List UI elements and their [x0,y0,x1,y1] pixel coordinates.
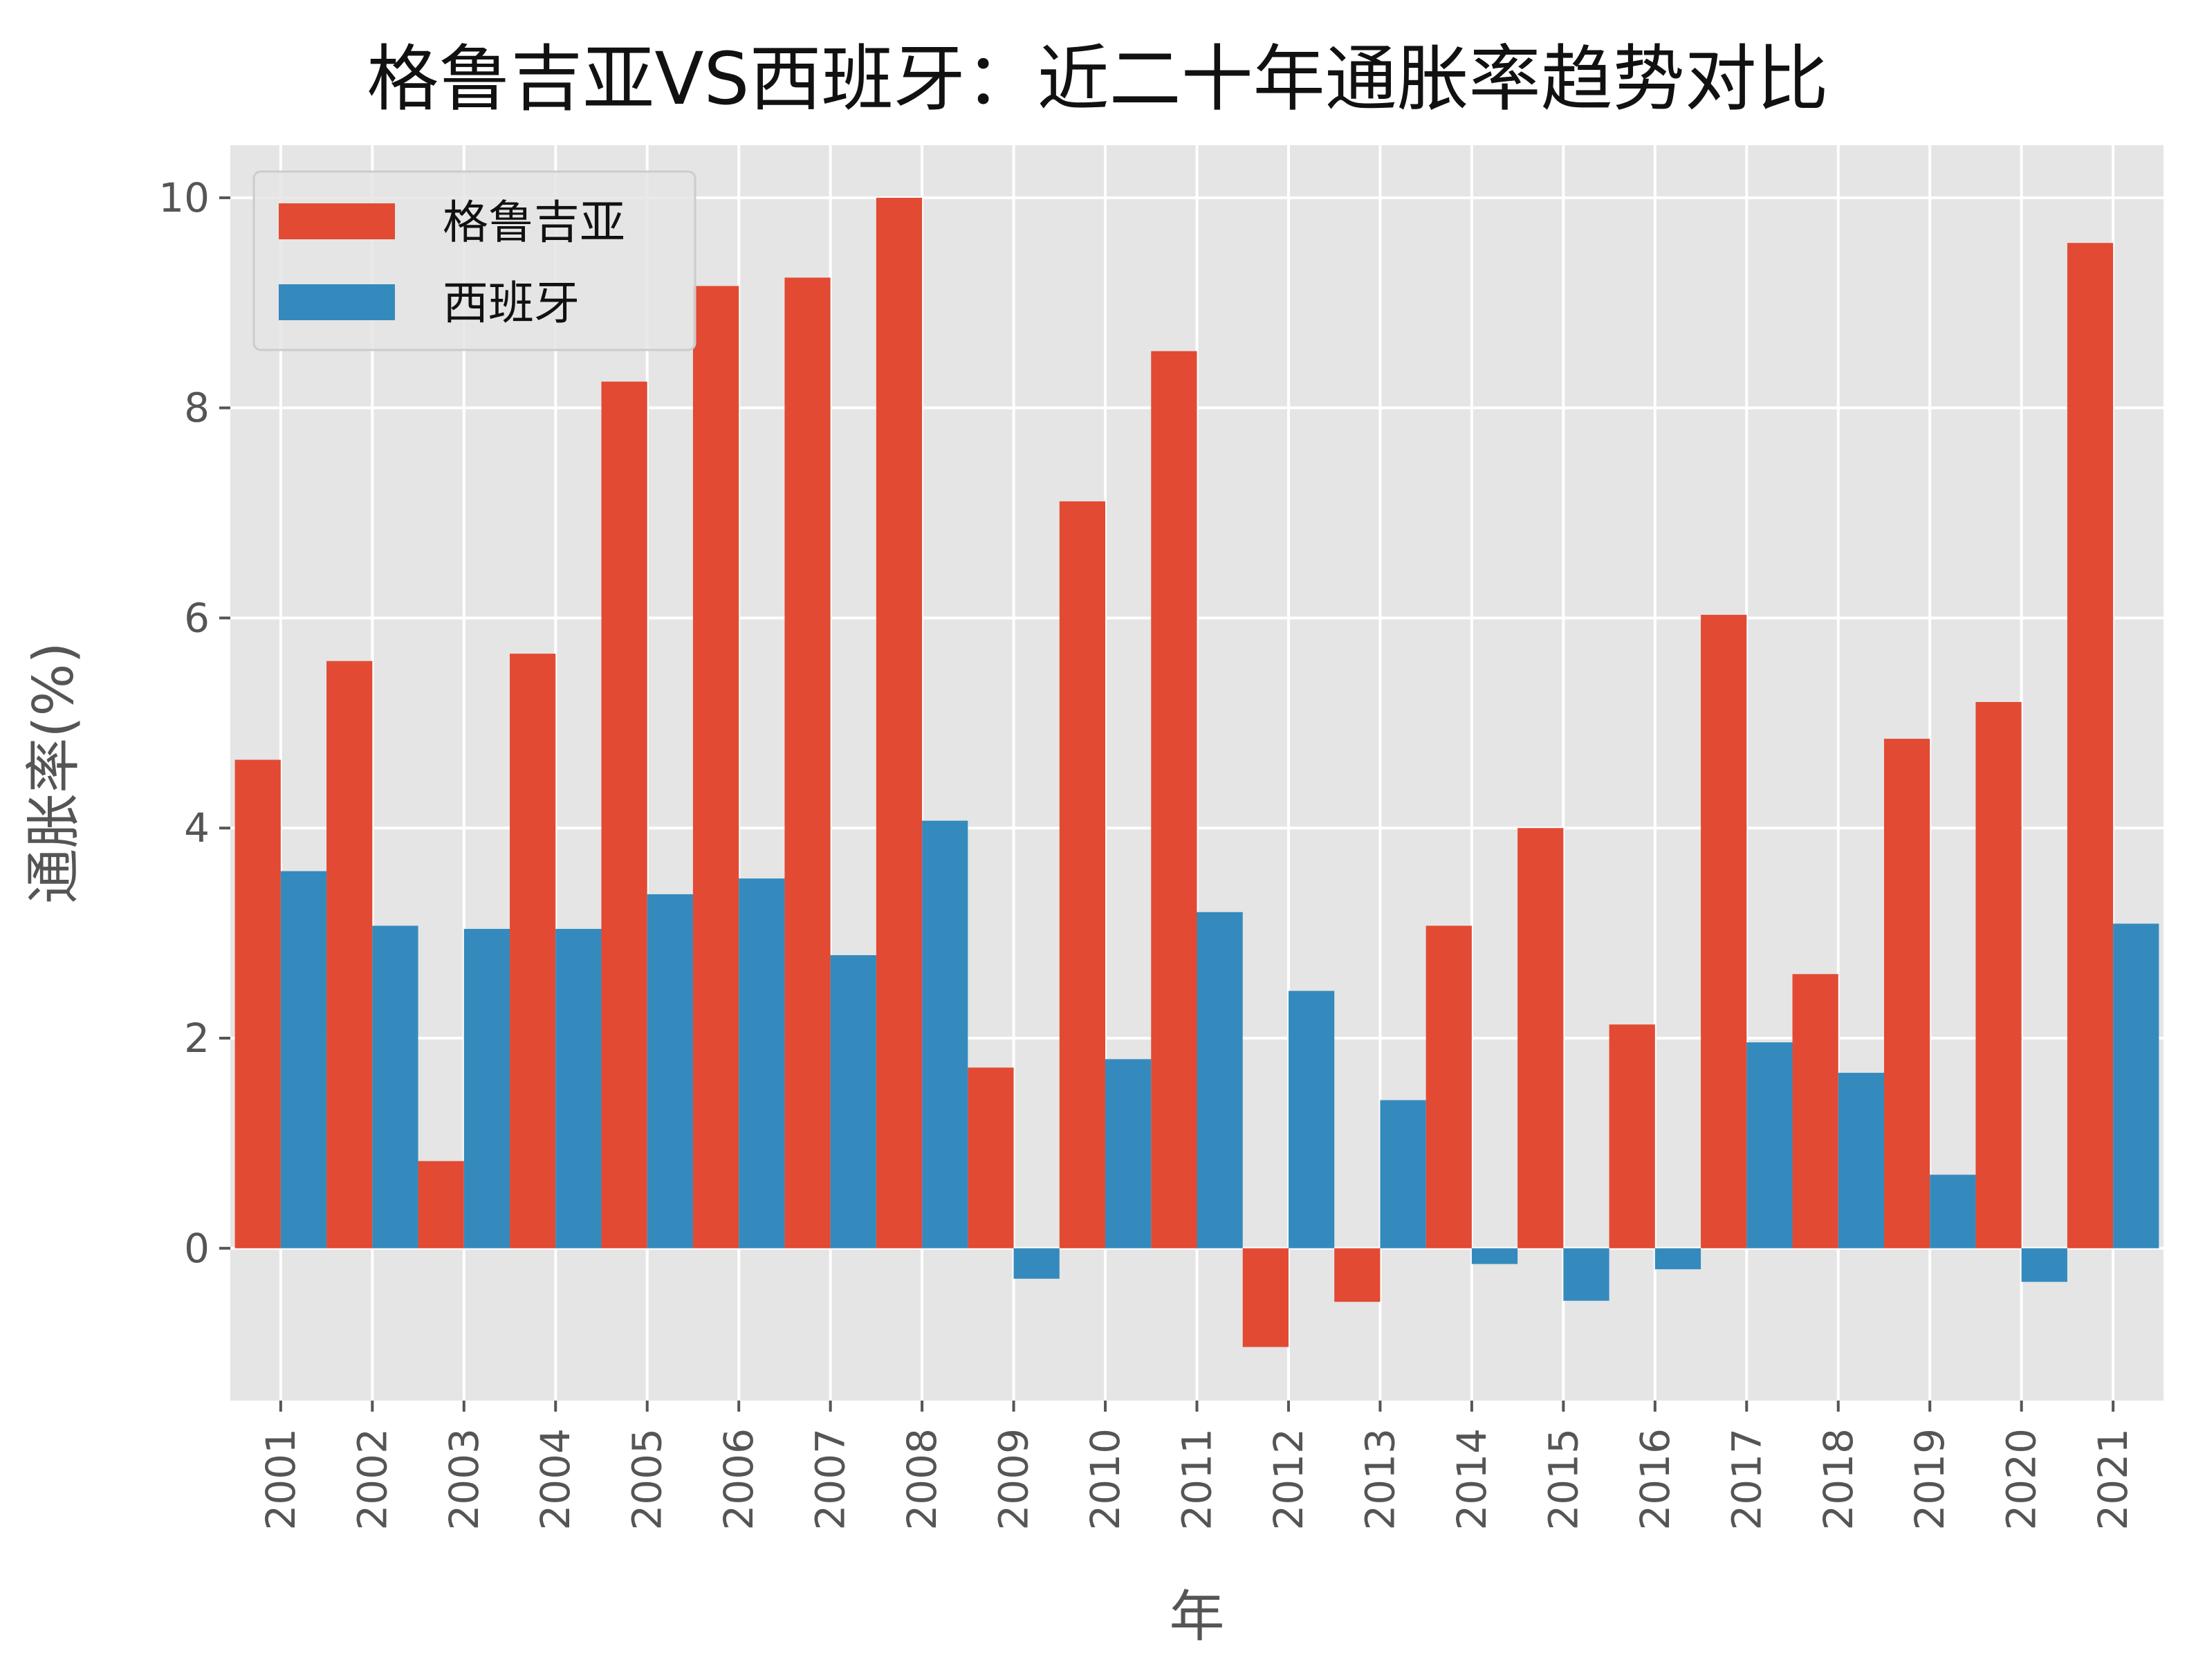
bar-georgia-2010 [1059,501,1106,1248]
bar-spain-2016 [1654,1248,1701,1270]
bar-georgia-2011 [1151,351,1197,1248]
y-tick-label: 10 [158,174,210,221]
bar-spain-2015 [1563,1248,1609,1301]
x-tick-label: 2013 [1356,1428,1403,1531]
x-axis-label: 年 [1170,1585,1225,1649]
legend-swatch-spain [279,284,395,320]
bar-georgia-2003 [418,1161,464,1248]
bar-spain-2012 [1288,990,1335,1248]
bar-spain-2018 [1838,1073,1884,1248]
bar-spain-2009 [1013,1248,1060,1279]
legend-swatch-georgia [279,203,395,239]
bar-georgia-2004 [510,654,556,1248]
x-tick-label: 2004 [532,1428,579,1531]
x-tick-label: 2001 [257,1428,304,1531]
axes: 0 2 4 6 8 10 2001 2002 2003 2004 2005 2006 2007 2008 2… [158,174,2137,1531]
bar-georgia-2006 [692,286,739,1248]
chart-title: 格鲁吉亚VS西班牙：近二十年通胀率趋势对比 [367,37,1828,121]
bar-georgia-2021 [2067,243,2114,1248]
bar-spain-2019 [1930,1174,1976,1248]
x-tick-label: 2018 [1815,1428,1862,1531]
bar-georgia-2001 [234,759,281,1248]
y-tick-label: 0 [184,1225,210,1272]
bar-spain-2021 [2113,923,2159,1248]
x-tick-label: 2017 [1723,1428,1770,1531]
x-tick-label: 2008 [898,1428,945,1531]
bar-georgia-2008 [876,197,923,1248]
x-tick-label: 2014 [1448,1428,1495,1531]
bar-spain-2004 [555,929,602,1248]
y-tick-label: 8 [184,385,210,432]
x-tick-label: 2020 [1998,1428,2045,1531]
x-tick-label: 2021 [2089,1428,2137,1531]
bar-georgia-2020 [1975,701,2022,1248]
bar-spain-2014 [1471,1248,1518,1264]
x-tick-label: 2006 [715,1428,762,1531]
bar-georgia-2015 [1517,828,1564,1248]
bar-spain-2020 [2021,1248,2067,1282]
bar-spain-2001 [280,871,327,1248]
bar-spain-2003 [463,929,510,1248]
x-tick-label: 2012 [1265,1428,1312,1531]
bar-spain-2008 [922,820,968,1248]
x-tick-label: 2016 [1632,1428,1679,1531]
y-tick-label: 4 [184,804,210,851]
bar-spain-2005 [647,894,693,1248]
x-tick-label: 2009 [990,1428,1037,1531]
bars [234,197,2159,1347]
bar-georgia-2005 [601,381,647,1248]
x-tick-label: 2010 [1082,1428,1129,1531]
bar-spain-2010 [1105,1059,1152,1248]
y-axis-label: 通胀率(%) [21,642,86,903]
legend-label-spain: 西班牙 [443,277,580,330]
y-tick-label: 2 [184,1015,210,1062]
bar-spain-2002 [372,925,418,1248]
bar-georgia-2007 [784,277,831,1248]
bar-spain-2007 [830,955,876,1248]
x-tick-label: 2019 [1906,1428,1953,1531]
bar-spain-2017 [1746,1042,1793,1248]
x-tick-label: 2005 [624,1428,671,1531]
bar-georgia-2018 [1792,974,1838,1248]
bar-georgia-2017 [1701,614,1747,1248]
bar-georgia-2013 [1334,1248,1381,1302]
bar-spain-2006 [739,878,785,1248]
bar-georgia-2016 [1609,1024,1655,1248]
bar-georgia-2014 [1425,925,1472,1248]
bar-spain-2013 [1380,1100,1426,1248]
x-tick-label: 2015 [1540,1428,1587,1531]
y-tick-label: 6 [184,594,210,641]
bar-georgia-2009 [968,1067,1014,1248]
bar-georgia-2019 [1883,739,1930,1248]
bar-georgia-2012 [1242,1248,1289,1347]
x-tick-label: 2011 [1174,1428,1221,1531]
x-tick-label: 2007 [807,1428,854,1531]
x-tick-label: 2002 [349,1428,396,1531]
bar-georgia-2002 [326,661,373,1248]
legend-label-georgia: 格鲁吉亚 [443,196,625,249]
legend: 格鲁吉亚 西班牙 [252,170,696,351]
x-tick-label: 2003 [441,1428,488,1531]
bar-spain-2011 [1197,912,1243,1248]
